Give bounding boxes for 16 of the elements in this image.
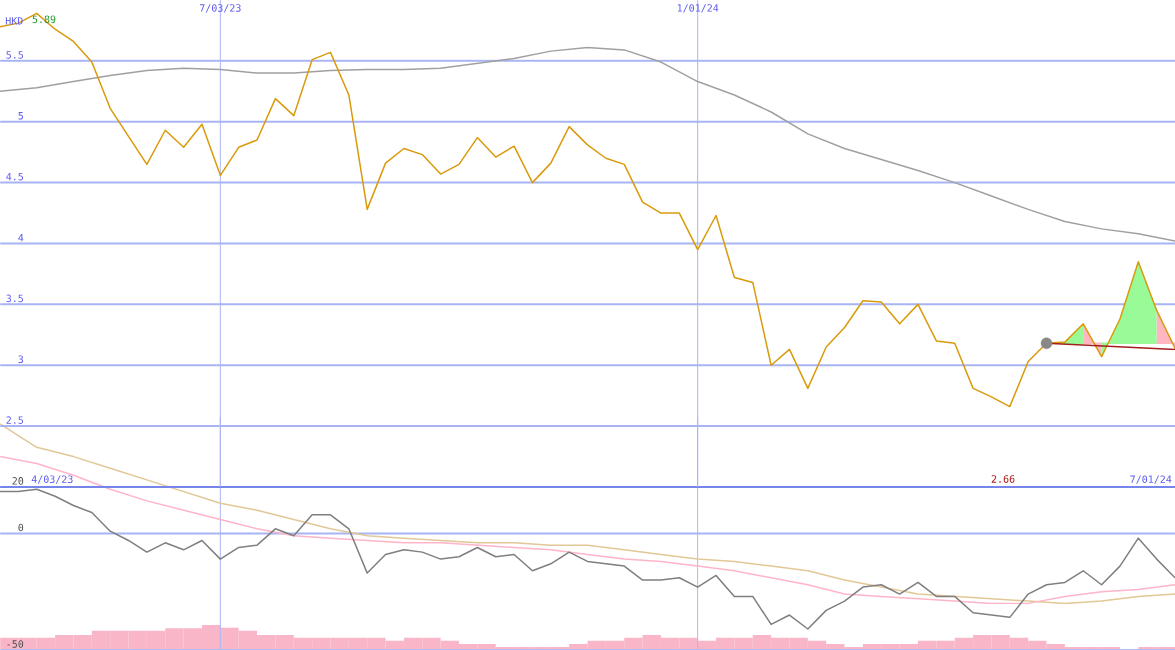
y-tick-label: -50 (7, 640, 24, 648)
x-tick-label: 7/03/23 (199, 4, 241, 13)
y-axis-title: HKD (5, 17, 23, 25)
y-tick-label: 3 (18, 355, 24, 364)
y-tick-label: 5.5 (6, 51, 24, 59)
y-tick-label: 4.5 (6, 172, 24, 181)
annotation: 4/03/23 (31, 475, 73, 484)
y-tick-label: 4 (18, 233, 24, 242)
y-tick-label: 20 (12, 477, 24, 485)
x-tick-label: 1/01/24 (677, 4, 719, 13)
y-tick-label: 2.5 (6, 416, 24, 424)
y-tick-label: 3.5 (6, 294, 24, 303)
annotation: 7/01/24 (1130, 475, 1172, 484)
y-tick-label: 0 (18, 523, 24, 532)
annotation: 2.66 (991, 475, 1015, 483)
y-tick-label: 5 (18, 112, 24, 120)
